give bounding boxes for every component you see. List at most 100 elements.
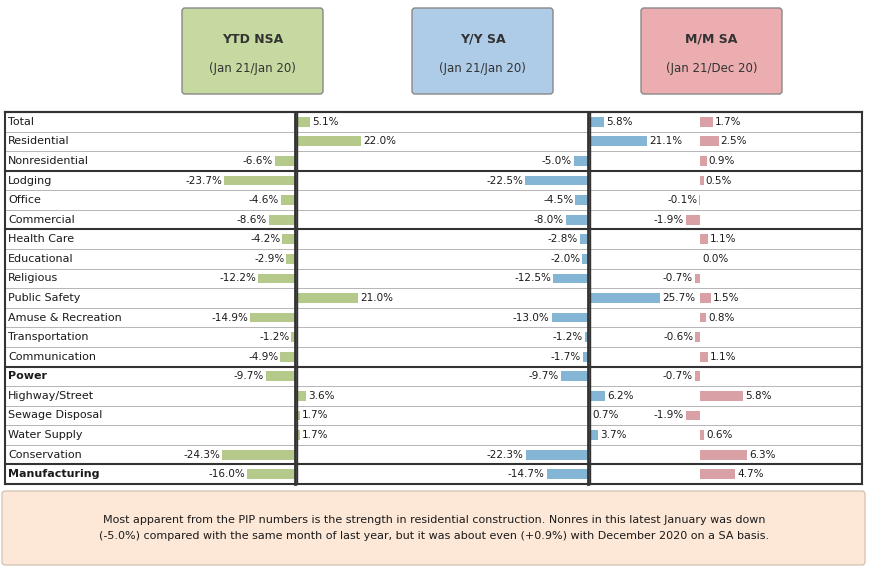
FancyBboxPatch shape — [412, 8, 553, 94]
Bar — [551, 312, 587, 323]
Text: 5.8%: 5.8% — [606, 117, 632, 127]
Text: -22.5%: -22.5% — [486, 176, 522, 185]
Text: -12.5%: -12.5% — [514, 273, 550, 284]
Bar — [547, 469, 587, 479]
Text: Sewage Disposal: Sewage Disposal — [8, 411, 103, 421]
Text: -4.5%: -4.5% — [542, 195, 573, 205]
Text: 4.7%: 4.7% — [736, 469, 763, 479]
Text: Water Supply: Water Supply — [8, 430, 83, 440]
Bar — [587, 293, 660, 303]
Text: 5.8%: 5.8% — [745, 391, 771, 401]
Bar — [286, 254, 295, 264]
Text: 1.5%: 1.5% — [713, 293, 739, 303]
Text: -4.6%: -4.6% — [249, 195, 279, 205]
Text: Religious: Religious — [8, 273, 58, 284]
Text: -1.2%: -1.2% — [552, 332, 582, 342]
Text: -0.7%: -0.7% — [662, 273, 692, 284]
Text: -1.9%: -1.9% — [653, 215, 683, 225]
Bar — [280, 352, 295, 362]
Bar — [561, 371, 587, 381]
Text: Most apparent from the PIP numbers is the strength in residential construction. : Most apparent from the PIP numbers is th… — [103, 515, 765, 525]
Text: 3.7%: 3.7% — [600, 430, 627, 440]
Text: (Jan 21/Jan 20): (Jan 21/Jan 20) — [209, 62, 295, 75]
Text: -9.7%: -9.7% — [234, 371, 263, 382]
Bar — [587, 411, 589, 420]
Text: Total: Total — [8, 117, 34, 127]
Text: Manufacturing: Manufacturing — [8, 469, 99, 479]
Bar — [565, 215, 587, 225]
Text: -23.7%: -23.7% — [185, 176, 222, 185]
Bar — [553, 273, 587, 284]
Bar — [685, 411, 700, 420]
Bar — [700, 469, 734, 479]
Text: Educational: Educational — [8, 254, 74, 264]
Bar — [700, 156, 706, 166]
Bar — [584, 332, 587, 342]
Text: 0.7%: 0.7% — [591, 411, 618, 421]
Text: -13.0%: -13.0% — [512, 312, 549, 323]
Text: 6.2%: 6.2% — [607, 391, 634, 401]
Bar — [282, 234, 295, 244]
Text: -16.0%: -16.0% — [208, 469, 245, 479]
Bar — [247, 469, 295, 479]
Bar — [574, 156, 587, 166]
Text: M/M SA: M/M SA — [685, 32, 737, 45]
Bar — [580, 234, 587, 244]
Text: (Jan 21/Jan 20): (Jan 21/Jan 20) — [439, 62, 526, 75]
Bar — [291, 332, 295, 342]
Text: -8.6%: -8.6% — [236, 215, 267, 225]
Text: Nonresidential: Nonresidential — [8, 156, 89, 166]
Text: -1.7%: -1.7% — [550, 352, 580, 362]
Bar — [685, 215, 700, 225]
Bar — [700, 176, 703, 185]
Bar — [295, 117, 310, 126]
Text: 3.6%: 3.6% — [308, 391, 334, 401]
Bar — [700, 137, 718, 146]
Bar — [524, 176, 587, 185]
Text: -14.9%: -14.9% — [211, 312, 248, 323]
Bar — [587, 137, 647, 146]
Bar — [587, 117, 604, 126]
Text: Health Care: Health Care — [8, 234, 74, 244]
Text: 22.0%: 22.0% — [362, 137, 395, 146]
Bar — [275, 156, 295, 166]
Text: 1.1%: 1.1% — [709, 234, 736, 244]
Bar — [581, 254, 587, 264]
Bar — [700, 117, 712, 126]
Bar — [222, 450, 295, 459]
Bar — [269, 215, 295, 225]
Text: -1.9%: -1.9% — [653, 411, 683, 421]
Bar — [223, 176, 295, 185]
Text: 25.7%: 25.7% — [661, 293, 694, 303]
Text: Highway/Street: Highway/Street — [8, 391, 94, 401]
Text: YTD NSA: YTD NSA — [222, 32, 282, 45]
Bar — [587, 391, 605, 401]
FancyBboxPatch shape — [2, 491, 864, 565]
Text: -2.9%: -2.9% — [254, 254, 284, 264]
Bar — [587, 430, 598, 440]
Text: Communication: Communication — [8, 352, 96, 362]
Text: Commercial: Commercial — [8, 215, 75, 225]
Text: 0.8%: 0.8% — [707, 312, 733, 323]
Text: Conservation: Conservation — [8, 450, 82, 460]
Bar — [700, 450, 746, 459]
Text: 6.3%: 6.3% — [748, 450, 775, 460]
Text: Y/Y SA: Y/Y SA — [459, 32, 505, 45]
Text: -2.0%: -2.0% — [549, 254, 580, 264]
Bar — [700, 352, 707, 362]
Text: 0.9%: 0.9% — [708, 156, 734, 166]
Text: -6.6%: -6.6% — [242, 156, 273, 166]
Bar — [700, 234, 707, 244]
Text: -0.6%: -0.6% — [662, 332, 693, 342]
Text: 5.1%: 5.1% — [312, 117, 338, 127]
Text: -8.0%: -8.0% — [533, 215, 563, 225]
Text: Power: Power — [8, 371, 47, 382]
Text: Transportation: Transportation — [8, 332, 89, 342]
Text: 2.5%: 2.5% — [720, 137, 746, 146]
Text: Amuse & Recreation: Amuse & Recreation — [8, 312, 122, 323]
Bar — [700, 312, 705, 323]
Text: -4.2%: -4.2% — [250, 234, 280, 244]
Text: -14.7%: -14.7% — [507, 469, 544, 479]
FancyBboxPatch shape — [640, 8, 781, 94]
Text: -2.8%: -2.8% — [547, 234, 578, 244]
